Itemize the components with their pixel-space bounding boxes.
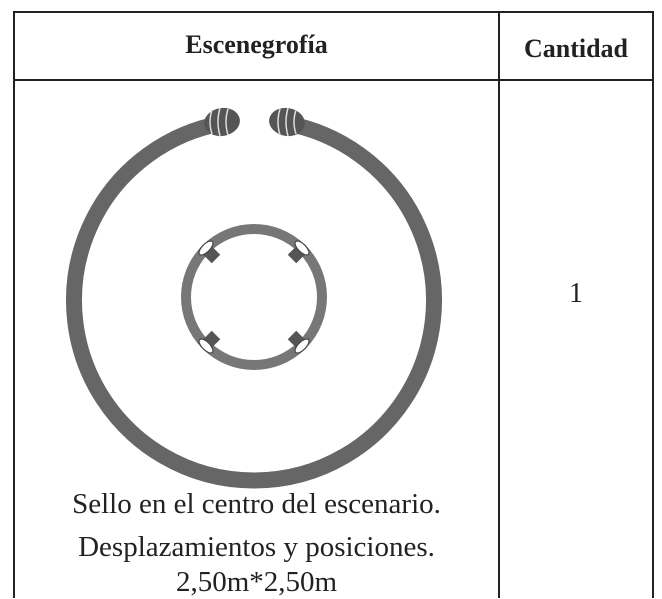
description-line: Sello en el centro del escenario. [72,488,441,520]
inner-ring [181,224,327,370]
quantity-cell: 1 [569,278,583,309]
ring-joints [199,242,309,352]
table-border [13,11,654,13]
table-border [652,11,654,598]
stage-diagram [66,107,442,489]
table-border [13,79,654,81]
ring-knot [269,107,305,137]
ring-clamps [198,240,310,354]
outer-ring [66,115,442,489]
table-border [13,11,15,598]
table-border [498,11,500,598]
description-line: Desplazamientos y posiciones. [78,531,435,563]
description-line: 2,50m*2,50m [175,566,338,598]
header-cell: Cantidad [523,34,629,63]
ring-knot [204,107,240,137]
header-cell: Escenegrofía [185,30,328,59]
